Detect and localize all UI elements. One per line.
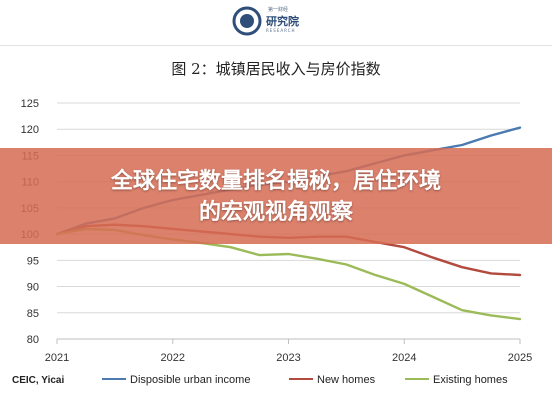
headline-text: 全球住宅数量排名揭秘，居住环境 的宏观视角观察: [0, 166, 552, 228]
logo-mark-icon: [232, 6, 262, 36]
chart-legend: Disposible urban income New homes Existi…: [0, 374, 552, 388]
legend-swatch: [102, 378, 126, 381]
legend-swatch: [405, 378, 429, 381]
figure-title: 图 2：城镇居民收入与房价指数: [171, 60, 381, 78]
x-tick-label: 2023: [276, 352, 300, 364]
logo-top-text: 第一财经: [268, 7, 289, 13]
y-tick-label: 120: [21, 124, 39, 136]
y-tick-label: 125: [21, 98, 39, 110]
x-tick-label: 2025: [508, 352, 532, 364]
y-tick-label: 85: [27, 308, 39, 320]
x-tick-label: 2021: [45, 352, 69, 364]
headline-line-2: 的宏观视角观察: [198, 200, 353, 225]
legend-item-existing-homes: Existing homes: [405, 374, 508, 386]
legend-label: New homes: [317, 374, 376, 386]
x-tick-label: 2022: [161, 352, 185, 364]
logo-sub-text: RESEARCH: [266, 28, 296, 33]
y-tick-label: 95: [27, 255, 39, 267]
source-label: CEIC, Yicai: [12, 375, 65, 386]
headline-overlay: 全球住宅数量排名揭秘，居住环境 的宏观视角观察: [0, 148, 552, 244]
logo-main-text: 研究院: [266, 15, 299, 28]
x-tick-label: 2024: [392, 352, 416, 364]
research-institute-logo: 第一财经 研究院 RESEARCH: [232, 6, 324, 36]
header-divider: [0, 45, 552, 46]
legend-label: Existing homes: [433, 374, 508, 386]
y-tick-label: 90: [27, 282, 39, 294]
legend-item-disposible-income: Disposible urban income: [102, 374, 250, 386]
legend-item-new-homes: New homes: [289, 374, 375, 386]
y-tick-label: 80: [27, 334, 39, 346]
legend-swatch: [289, 378, 313, 381]
legend-label: Disposible urban income: [130, 374, 251, 386]
x-axis-ticks: 2021 2022 2023 2024 2025: [45, 339, 532, 364]
headline-line-1: 全球住宅数量排名揭秘，居住环境: [110, 169, 441, 194]
